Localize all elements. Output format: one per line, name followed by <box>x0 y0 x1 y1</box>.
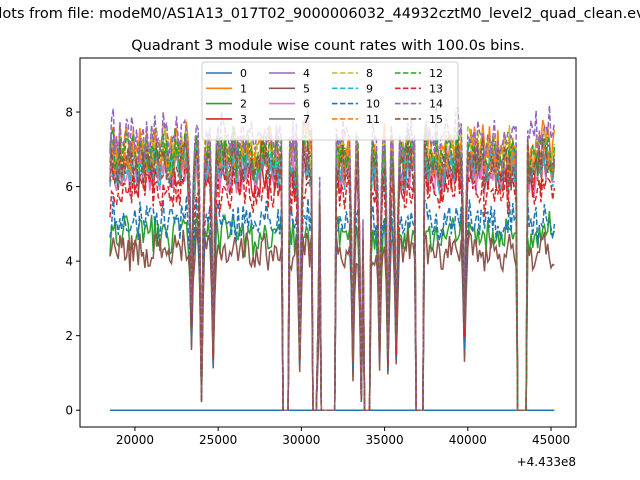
legend-item-13: 13 <box>395 82 443 95</box>
legend-label: 4 <box>303 67 310 80</box>
legend-item-7: 7 <box>269 113 310 126</box>
chart-title: Quadrant 3 module wise count rates with … <box>131 38 525 54</box>
legend-item-4: 4 <box>269 67 310 80</box>
legend-box <box>201 61 459 141</box>
legend-label: 2 <box>240 98 247 111</box>
legend-label: 7 <box>303 113 310 126</box>
x-axis-offset-label: +4.433e8 <box>517 455 576 469</box>
legend-item-9: 9 <box>332 82 373 95</box>
legend-item-5: 5 <box>269 82 310 95</box>
legend-item-12: 12 <box>395 67 443 80</box>
legend-label: 0 <box>240 67 247 80</box>
legend-label: 12 <box>429 67 443 80</box>
x-tick-label: 20000 <box>116 433 154 447</box>
legend-label: 15 <box>429 113 443 126</box>
y-tick-label: 6 <box>65 180 73 194</box>
legend-item-3: 3 <box>206 113 247 126</box>
y-tick-label: 8 <box>65 106 73 120</box>
x-tick-label: 45000 <box>532 433 570 447</box>
series-layer <box>109 105 556 411</box>
legend-label: 13 <box>429 82 443 95</box>
legend-label: 11 <box>366 113 380 126</box>
y-tick-label: 0 <box>65 404 73 418</box>
x-tick-label: 35000 <box>365 433 403 447</box>
legend-item-8: 8 <box>332 67 373 80</box>
legend-item-6: 6 <box>269 98 310 111</box>
legend-label: 6 <box>303 98 310 111</box>
legend-item-0: 0 <box>206 67 247 80</box>
legend-item-1: 1 <box>206 82 247 95</box>
y-tick-label: 4 <box>65 255 73 269</box>
plot-frame <box>79 57 577 428</box>
series-line-15 <box>109 137 555 411</box>
x-tick-label: 25000 <box>199 433 237 447</box>
legend-label: 9 <box>366 82 373 95</box>
legend-item-2: 2 <box>206 98 247 111</box>
x-tick-label: 40000 <box>449 433 487 447</box>
legend-label: 14 <box>429 98 443 111</box>
legend-label: 10 <box>366 98 380 111</box>
legend-label: 8 <box>366 67 373 80</box>
y-axis: 0 2 4 6 8 <box>65 106 80 418</box>
legend-label: 3 <box>240 113 247 126</box>
legend-item-15: 15 <box>395 113 443 126</box>
legend-item-10: 10 <box>332 98 380 111</box>
legend-label: 1 <box>240 82 247 95</box>
x-tick-label: 30000 <box>282 433 320 447</box>
legend-label: 5 <box>303 82 310 95</box>
x-axis: 20000 25000 30000 35000 40000 45000 <box>116 427 570 447</box>
y-tick-label: 2 <box>65 329 73 343</box>
legend-item-14: 14 <box>395 98 443 111</box>
figure-suptitle: Plots from file: modeM0/AS1A13_017T02_90… <box>0 6 640 22</box>
legend-item-11: 11 <box>332 113 380 126</box>
